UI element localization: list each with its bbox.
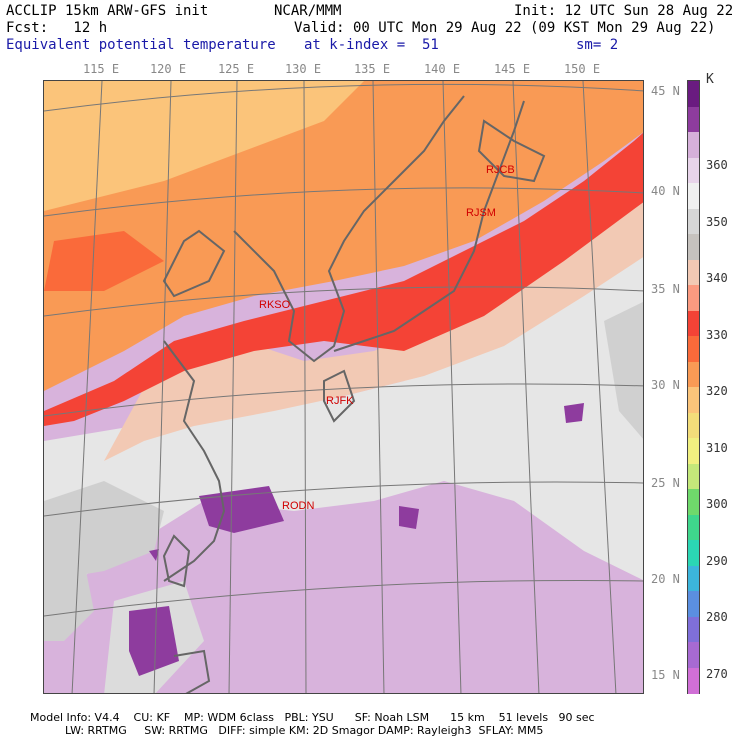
field-grey-patch	[44, 561, 94, 641]
lon-label: 135 E	[353, 62, 391, 76]
lat-label: 15 N	[651, 668, 680, 682]
field-grey-patch	[44, 481, 164, 581]
footer-physics-info: LW: RRTMG SW: RRTMG DIFF: simple KM: 2D …	[30, 724, 544, 737]
lat-label: 40 N	[651, 184, 680, 198]
colorbar-segment	[688, 208, 699, 235]
colorbar-segment	[688, 310, 699, 337]
map-canvas: RJCB RJSM RKSO RJFK RODN	[44, 81, 643, 693]
colorbar-segment	[688, 361, 699, 388]
lon-label: 145 E	[493, 62, 531, 76]
colorbar-segment	[688, 285, 699, 311]
colorbar-segment	[688, 106, 699, 133]
forecast-hour: Fcst: 12 h	[6, 20, 108, 36]
colorbar-segment	[688, 565, 699, 592]
field-grey-band	[44, 232, 643, 601]
station-label: RJSM	[466, 207, 496, 219]
colorbar-segment	[688, 387, 699, 413]
lat-label: 35 N	[651, 282, 680, 296]
field-light-orange	[44, 81, 364, 211]
colorbar-tick-label: 290	[706, 553, 728, 568]
field-red-band	[44, 132, 643, 426]
init-time: Init: 12 UTC Sun 28 Aug 22	[514, 3, 734, 19]
station-label: RKSO	[259, 299, 291, 311]
colorbar-segment	[688, 591, 699, 617]
smoothing: sm= 2	[576, 37, 619, 53]
colorbar-segment	[688, 616, 699, 643]
station-label: RODN	[282, 500, 314, 512]
colorbar-segment	[688, 259, 699, 286]
lon-label: 125 E	[217, 62, 255, 76]
colorbar-tick-label: 270	[706, 666, 728, 681]
colorbar-segment	[688, 412, 699, 439]
field-purple-patch	[399, 506, 419, 529]
model-title: ACCLIP 15km ARW-GFS init	[6, 3, 209, 19]
colorbar-segment	[688, 540, 699, 566]
colorbar-segment	[688, 336, 699, 362]
lon-label: 130 E	[284, 62, 322, 76]
field-grey-patch	[604, 301, 643, 439]
field-purple-patch	[564, 403, 584, 423]
colorbar-tick-label: 310	[706, 440, 728, 455]
colorbar-tick-label: 320	[706, 384, 728, 398]
field-peach-band	[104, 192, 643, 461]
colorbar-tick-label: 300	[706, 497, 728, 511]
lat-label: 45 N	[651, 84, 680, 98]
colorbar-tick-label: 350	[706, 214, 728, 229]
colorbar-segment	[688, 157, 699, 184]
lon-label: 140 E	[423, 62, 461, 76]
colorbar-tick-label: 340	[706, 271, 728, 285]
colorbar-segment	[688, 183, 699, 209]
field-purple-patch	[129, 606, 179, 676]
vertical-level: at k-index = 51	[304, 37, 439, 53]
colorbar-segment	[688, 132, 699, 158]
lat-label: 20 N	[651, 572, 680, 586]
lon-label: 150 E	[563, 62, 601, 76]
colorbar-tick-label: 280	[706, 610, 728, 624]
colorbar-segment	[688, 81, 699, 107]
colorbar-segment	[688, 667, 699, 694]
coastlines	[162, 95, 546, 693]
colorbar-unit: K	[706, 72, 714, 87]
lat-label: 25 N	[651, 476, 680, 490]
lon-label: 120 E	[149, 62, 187, 76]
footer-model-info: Model Info: V4.4 CU: KF MP: WDM 6class P…	[30, 711, 595, 724]
colorbar-segment	[688, 489, 699, 515]
colorbar-segment	[688, 514, 699, 541]
colorbar-segment	[688, 463, 699, 490]
org-label: NCAR/MMM	[274, 3, 342, 19]
lat-label: 30 N	[651, 378, 680, 392]
colorbar	[687, 80, 700, 694]
colorbar-segment	[688, 438, 699, 464]
field-orange-patch	[44, 231, 164, 291]
colorbar-segment	[688, 642, 699, 668]
colorbar-tick-label: 360	[706, 158, 728, 172]
colorbar-tick-label: 330	[706, 327, 728, 342]
station-label: RJFK	[326, 395, 354, 407]
colorbar-segment	[688, 234, 699, 260]
field-name: Equivalent potential temperature	[6, 37, 276, 53]
field-purple-patch	[149, 549, 159, 561]
map-panel[interactable]: RJCB RJSM RKSO RJFK RODN	[43, 80, 644, 694]
valid-time: Valid: 00 UTC Mon 29 Aug 22 (09 KST Mon …	[294, 20, 716, 36]
station-label: RJCB	[486, 164, 515, 176]
graticule	[44, 81, 643, 693]
lon-label: 115 E	[82, 62, 120, 76]
